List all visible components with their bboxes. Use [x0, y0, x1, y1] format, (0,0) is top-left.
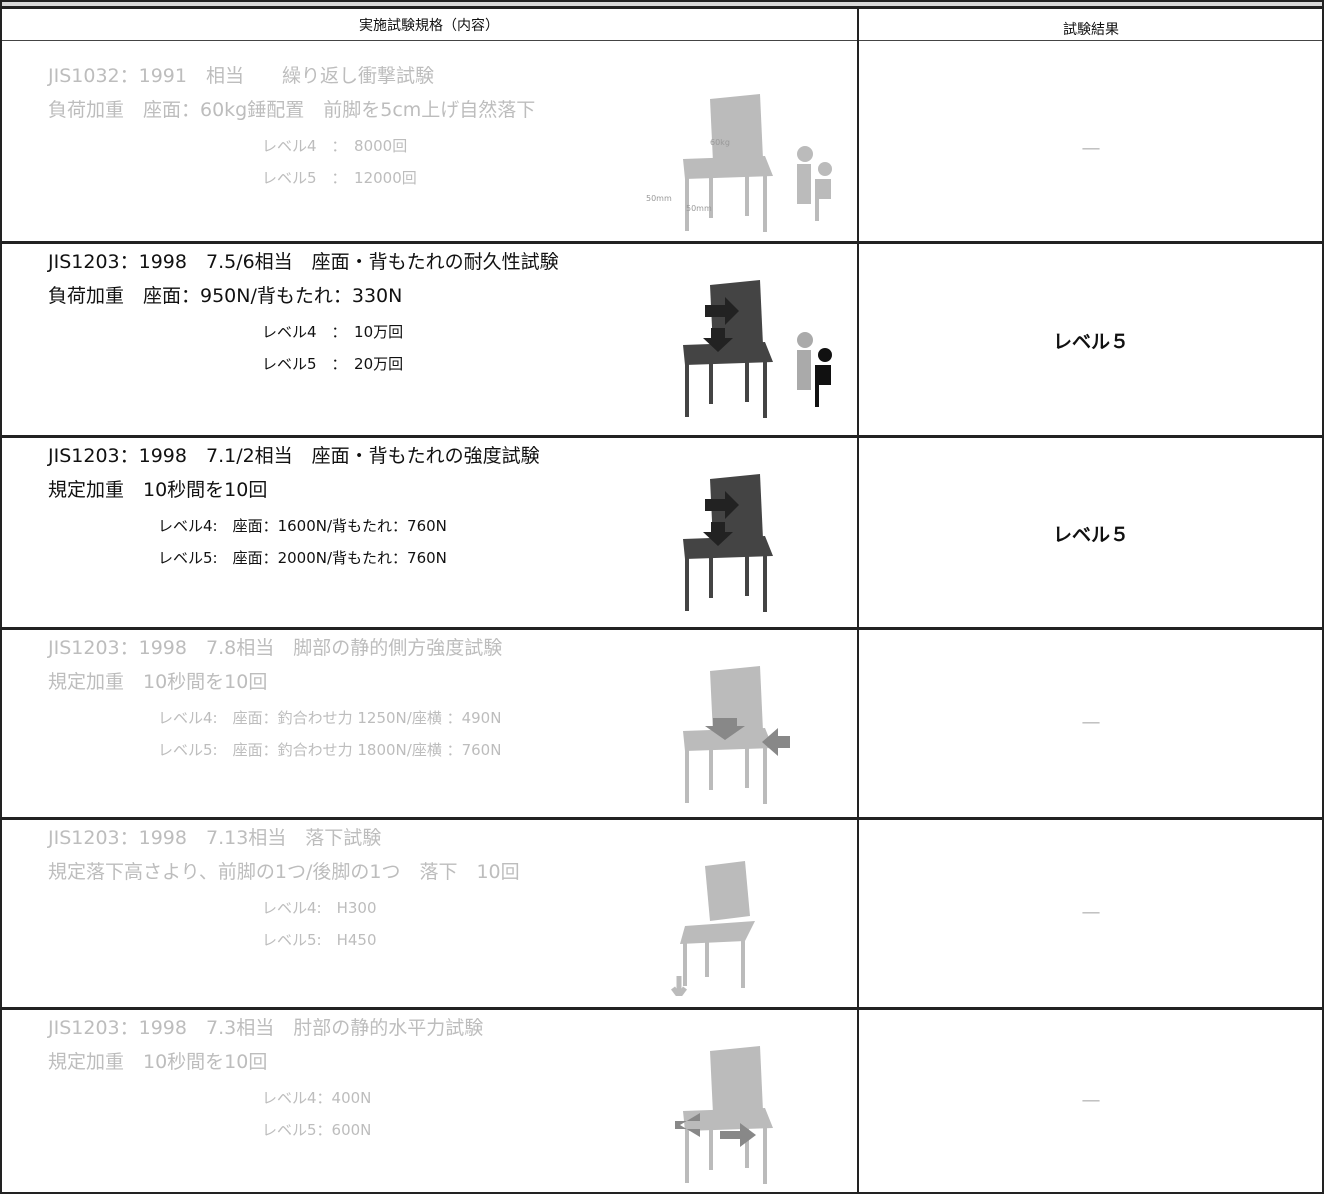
- spec-level: レベル5：600N: [262, 1121, 372, 1139]
- figure-label: 50mm: [686, 204, 712, 213]
- result: —: [1081, 137, 1101, 159]
- spec-load: 規定加重 10秒間を10回: [48, 671, 268, 693]
- border: [0, 0, 2, 1194]
- spec-load: 負荷加重 座面：950N/背もたれ：330N: [48, 285, 403, 307]
- column-header: 実施試験規格（内容）: [0, 9, 858, 41]
- test-illustration: [683, 474, 773, 612]
- test-illustration: [675, 1046, 773, 1184]
- spec-load: 負荷加重 座面：60kg錘配置 前脚を5cm上げ自然落下: [48, 99, 536, 121]
- spec-level: レベル5: 座面：2000N/背もたれ：760N: [158, 549, 447, 567]
- spec-level: レベル5: H450: [262, 931, 377, 949]
- test-illustration: [683, 94, 832, 232]
- result: レベル５: [1052, 524, 1129, 546]
- spec-title: JIS1203：1998 7.8相当 脚部の静的側方強度試験: [48, 637, 503, 659]
- row-divider: [0, 1192, 1324, 1194]
- row-divider: [0, 435, 1324, 438]
- figure-label: 50mm: [646, 194, 672, 203]
- row-divider: [0, 1007, 1324, 1010]
- spec-load: 規定加重 10秒間を10回: [48, 1051, 268, 1073]
- spec-title: JIS1203：1998 7.13相当 落下試験: [48, 827, 382, 849]
- row-divider: [0, 627, 1324, 630]
- result: —: [1081, 901, 1101, 923]
- spec-title: JIS1203：1998 7.3相当 肘部の静的水平力試験: [48, 1017, 484, 1039]
- test-illustration: [683, 280, 832, 418]
- test-illustration: [671, 861, 755, 996]
- spec-title: JIS1203：1998 7.1/2相当 座面・背もたれの強度試験: [48, 445, 540, 467]
- spec-level: レベル4 ： 10万回: [262, 323, 404, 341]
- spec-load: 規定落下高さより、前脚の1つ/後脚の1つ 落下 10回: [48, 861, 520, 883]
- result: —: [1081, 711, 1101, 733]
- border: [1322, 0, 1324, 1194]
- spec-level: レベル4: H300: [262, 899, 377, 917]
- spec-level: レベル4：400N: [262, 1089, 372, 1107]
- spec-title: JIS1203：1998 7.5/6相当 座面・背もたれの耐久性試験: [48, 251, 559, 273]
- row-divider: [0, 241, 1324, 244]
- row-divider: [0, 817, 1324, 820]
- spec-title: JIS1032：1991 相当 繰り返し衝撃試験: [48, 65, 434, 87]
- spec-level: レベル5 ： 20万回: [262, 355, 404, 373]
- spec-level: レベル4: 座面：釣合わせ力 1250N/座横 ：490N: [158, 709, 502, 727]
- figure-label: 60kg: [710, 138, 730, 147]
- top-bar: [0, 0, 1324, 9]
- result: —: [1081, 1089, 1101, 1111]
- column-divider: [857, 9, 859, 1194]
- spec-level: レベル4: 座面：1600N/背もたれ：760N: [158, 517, 447, 535]
- spec-level: レベル4 ： 8000回: [262, 137, 408, 155]
- spec-load: 規定加重 10秒間を10回: [48, 479, 268, 501]
- test-illustration: [683, 666, 790, 804]
- spec-level: レベル5 ： 12000回: [262, 169, 417, 187]
- spec-level: レベル5: 座面：釣合わせ力 1800N/座横 ：760N: [158, 741, 502, 759]
- result: レベル５: [1052, 331, 1129, 353]
- column-header: 試験結果: [858, 9, 1324, 41]
